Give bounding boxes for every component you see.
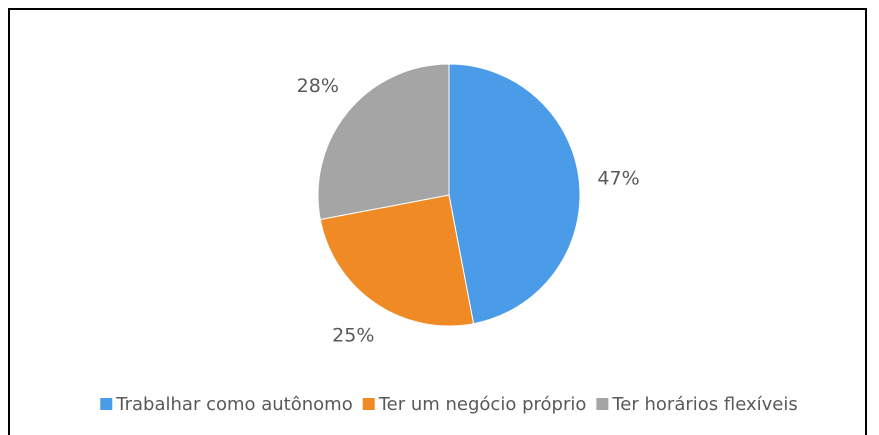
legend-label: Ter horários flexíveis xyxy=(611,394,797,415)
pie-slice xyxy=(319,194,475,327)
legend-swatch xyxy=(596,398,609,410)
data-label: 28% xyxy=(297,75,339,97)
legend-swatch xyxy=(362,398,375,410)
pie-slice xyxy=(317,63,450,221)
data-label: 25% xyxy=(332,324,374,346)
legend-swatch xyxy=(100,398,113,410)
legend-label: Trabalhar como autônomo xyxy=(115,394,352,415)
pie-slice xyxy=(448,63,581,325)
data-label: 47% xyxy=(597,167,639,189)
legend-label: Ter um negócio próprio xyxy=(378,394,587,415)
